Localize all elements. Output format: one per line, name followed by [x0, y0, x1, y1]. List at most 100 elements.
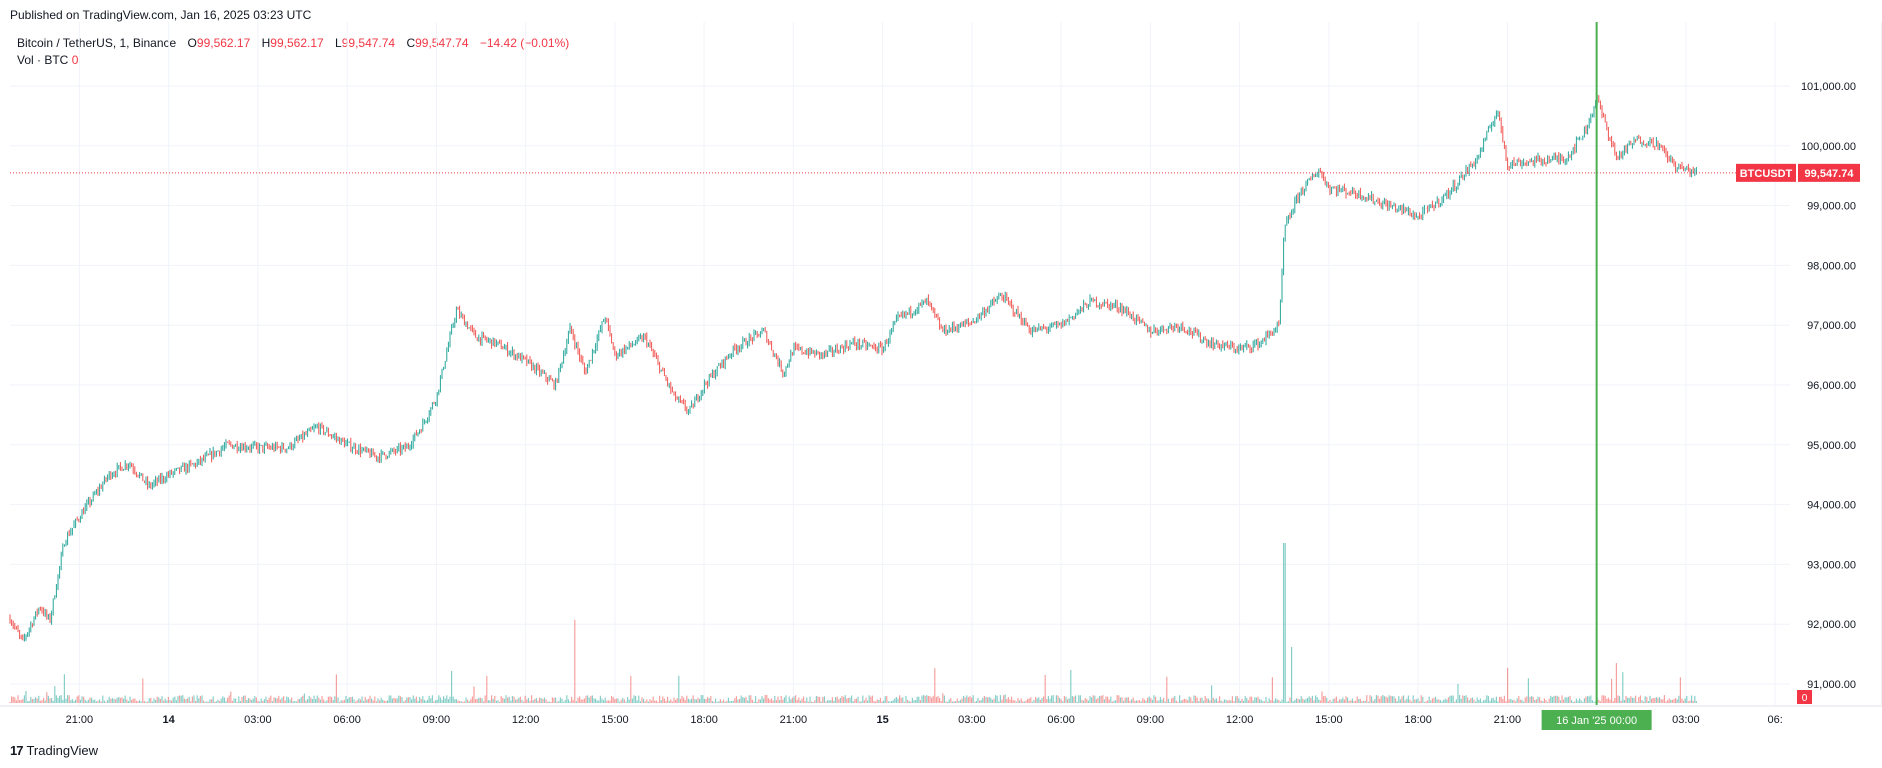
volume-bar	[675, 699, 677, 703]
volume-bar	[1406, 698, 1408, 703]
tradingview-logo-text: TradingView	[26, 743, 99, 758]
volume-bar	[569, 701, 571, 703]
volume-bar	[487, 700, 489, 703]
volume-bar	[745, 696, 747, 703]
volume-bar	[430, 698, 432, 703]
volume-bar	[1451, 695, 1453, 703]
volume-bar	[1155, 696, 1157, 703]
volume-bar	[70, 700, 72, 703]
volume-bar	[1651, 698, 1653, 703]
volume-bar	[1649, 695, 1651, 703]
volume-bar	[385, 700, 387, 703]
volume-bar	[700, 695, 702, 703]
volume-bar	[134, 698, 136, 703]
volume-bar	[350, 697, 352, 703]
volume-bar	[558, 700, 560, 703]
volume-bar	[211, 699, 213, 703]
volume-bar	[995, 695, 997, 703]
volume-bar	[379, 700, 381, 703]
volume-bar	[363, 700, 365, 703]
symbol-name[interactable]: Bitcoin / TetherUS, 1, Binance	[17, 36, 177, 50]
volume-bar	[1151, 699, 1153, 703]
volume-bar	[271, 701, 273, 703]
volume-value: 0	[71, 53, 79, 67]
volume-bar	[1007, 697, 1009, 703]
volume-bar	[83, 696, 85, 703]
volume-bar	[1543, 698, 1545, 703]
volume-bar	[489, 700, 491, 703]
volume-bar	[1614, 697, 1616, 703]
volume-bar	[966, 695, 968, 703]
volume-bar	[1684, 698, 1686, 703]
volume-bar	[942, 693, 944, 703]
x-tick-label: 06:00	[1047, 714, 1075, 726]
volume-bar	[1551, 696, 1553, 703]
volume-bar	[801, 698, 803, 703]
x-tick-label: 15:00	[601, 714, 629, 726]
volume-bar	[907, 699, 909, 703]
volume-bar	[575, 701, 577, 703]
volume-bar	[28, 700, 30, 703]
volume-bar	[262, 700, 264, 703]
volume-bar	[299, 699, 301, 703]
volume-bar	[758, 699, 760, 703]
volume-bar	[263, 699, 265, 703]
volume-bar	[1022, 701, 1024, 703]
volume-bar	[1532, 696, 1534, 703]
volume-bar	[196, 695, 198, 703]
volume-bar	[967, 697, 969, 703]
volume-bar	[996, 695, 998, 703]
volume-bar	[961, 698, 963, 703]
volume-bar	[1100, 695, 1102, 703]
volume-bar	[1143, 699, 1145, 703]
volume-bar	[52, 700, 54, 703]
volume-bar	[1423, 701, 1425, 703]
volume-bar	[1049, 698, 1051, 703]
volume-bar	[635, 695, 637, 703]
volume-bar	[427, 699, 429, 703]
volume-bar	[830, 700, 832, 703]
volume-bar	[1327, 701, 1329, 703]
volume-bar	[1655, 697, 1657, 703]
volume-bar	[641, 697, 643, 703]
volume-bar	[15, 700, 17, 703]
volume-bar	[1673, 699, 1675, 703]
volume-bar	[388, 695, 390, 703]
volume-bar	[468, 701, 470, 703]
volume-bar	[671, 701, 673, 703]
volume-bar	[1187, 700, 1189, 703]
tradingview-logo[interactable]: 17 TradingView	[10, 743, 98, 758]
volume-bar	[1382, 695, 1384, 703]
volume-bar	[1287, 701, 1289, 703]
symbol-badge-label: BTCUSDT	[1740, 168, 1793, 180]
volume-bar	[335, 674, 337, 703]
volume-label[interactable]: Vol · BTC	[17, 53, 69, 67]
volume-bar	[198, 698, 200, 703]
volume-bar	[542, 699, 544, 703]
volume-bar	[1463, 695, 1465, 703]
volume-bar	[572, 700, 574, 703]
volume-bar	[1191, 701, 1193, 703]
price-chart[interactable]: 91,000.00 92,000.00 93,000.00 94,000.00 95,0…	[0, 22, 1882, 732]
volume-bar	[1284, 543, 1286, 703]
low-value: 99,547.74	[341, 36, 396, 50]
volume-bar	[1607, 697, 1609, 703]
volume-bar	[855, 698, 857, 703]
volume-bar	[887, 701, 889, 703]
volume-bar	[1129, 700, 1131, 703]
volume-bar	[374, 696, 376, 703]
volume-bar	[884, 696, 886, 703]
volume-bar	[1577, 700, 1579, 703]
volume-bar	[1177, 701, 1179, 703]
volume-bar	[356, 700, 358, 703]
volume-bar	[695, 699, 697, 703]
volume-bar	[1675, 697, 1677, 703]
volume-bar	[908, 701, 910, 703]
volume-bar	[339, 701, 341, 703]
volume-bar	[1251, 696, 1253, 703]
volume-bar	[1369, 695, 1371, 703]
volume-bar	[1419, 701, 1421, 703]
volume-bar	[118, 697, 120, 703]
x-tick-label: 12:00	[1226, 714, 1254, 726]
volume-bar	[955, 701, 957, 703]
